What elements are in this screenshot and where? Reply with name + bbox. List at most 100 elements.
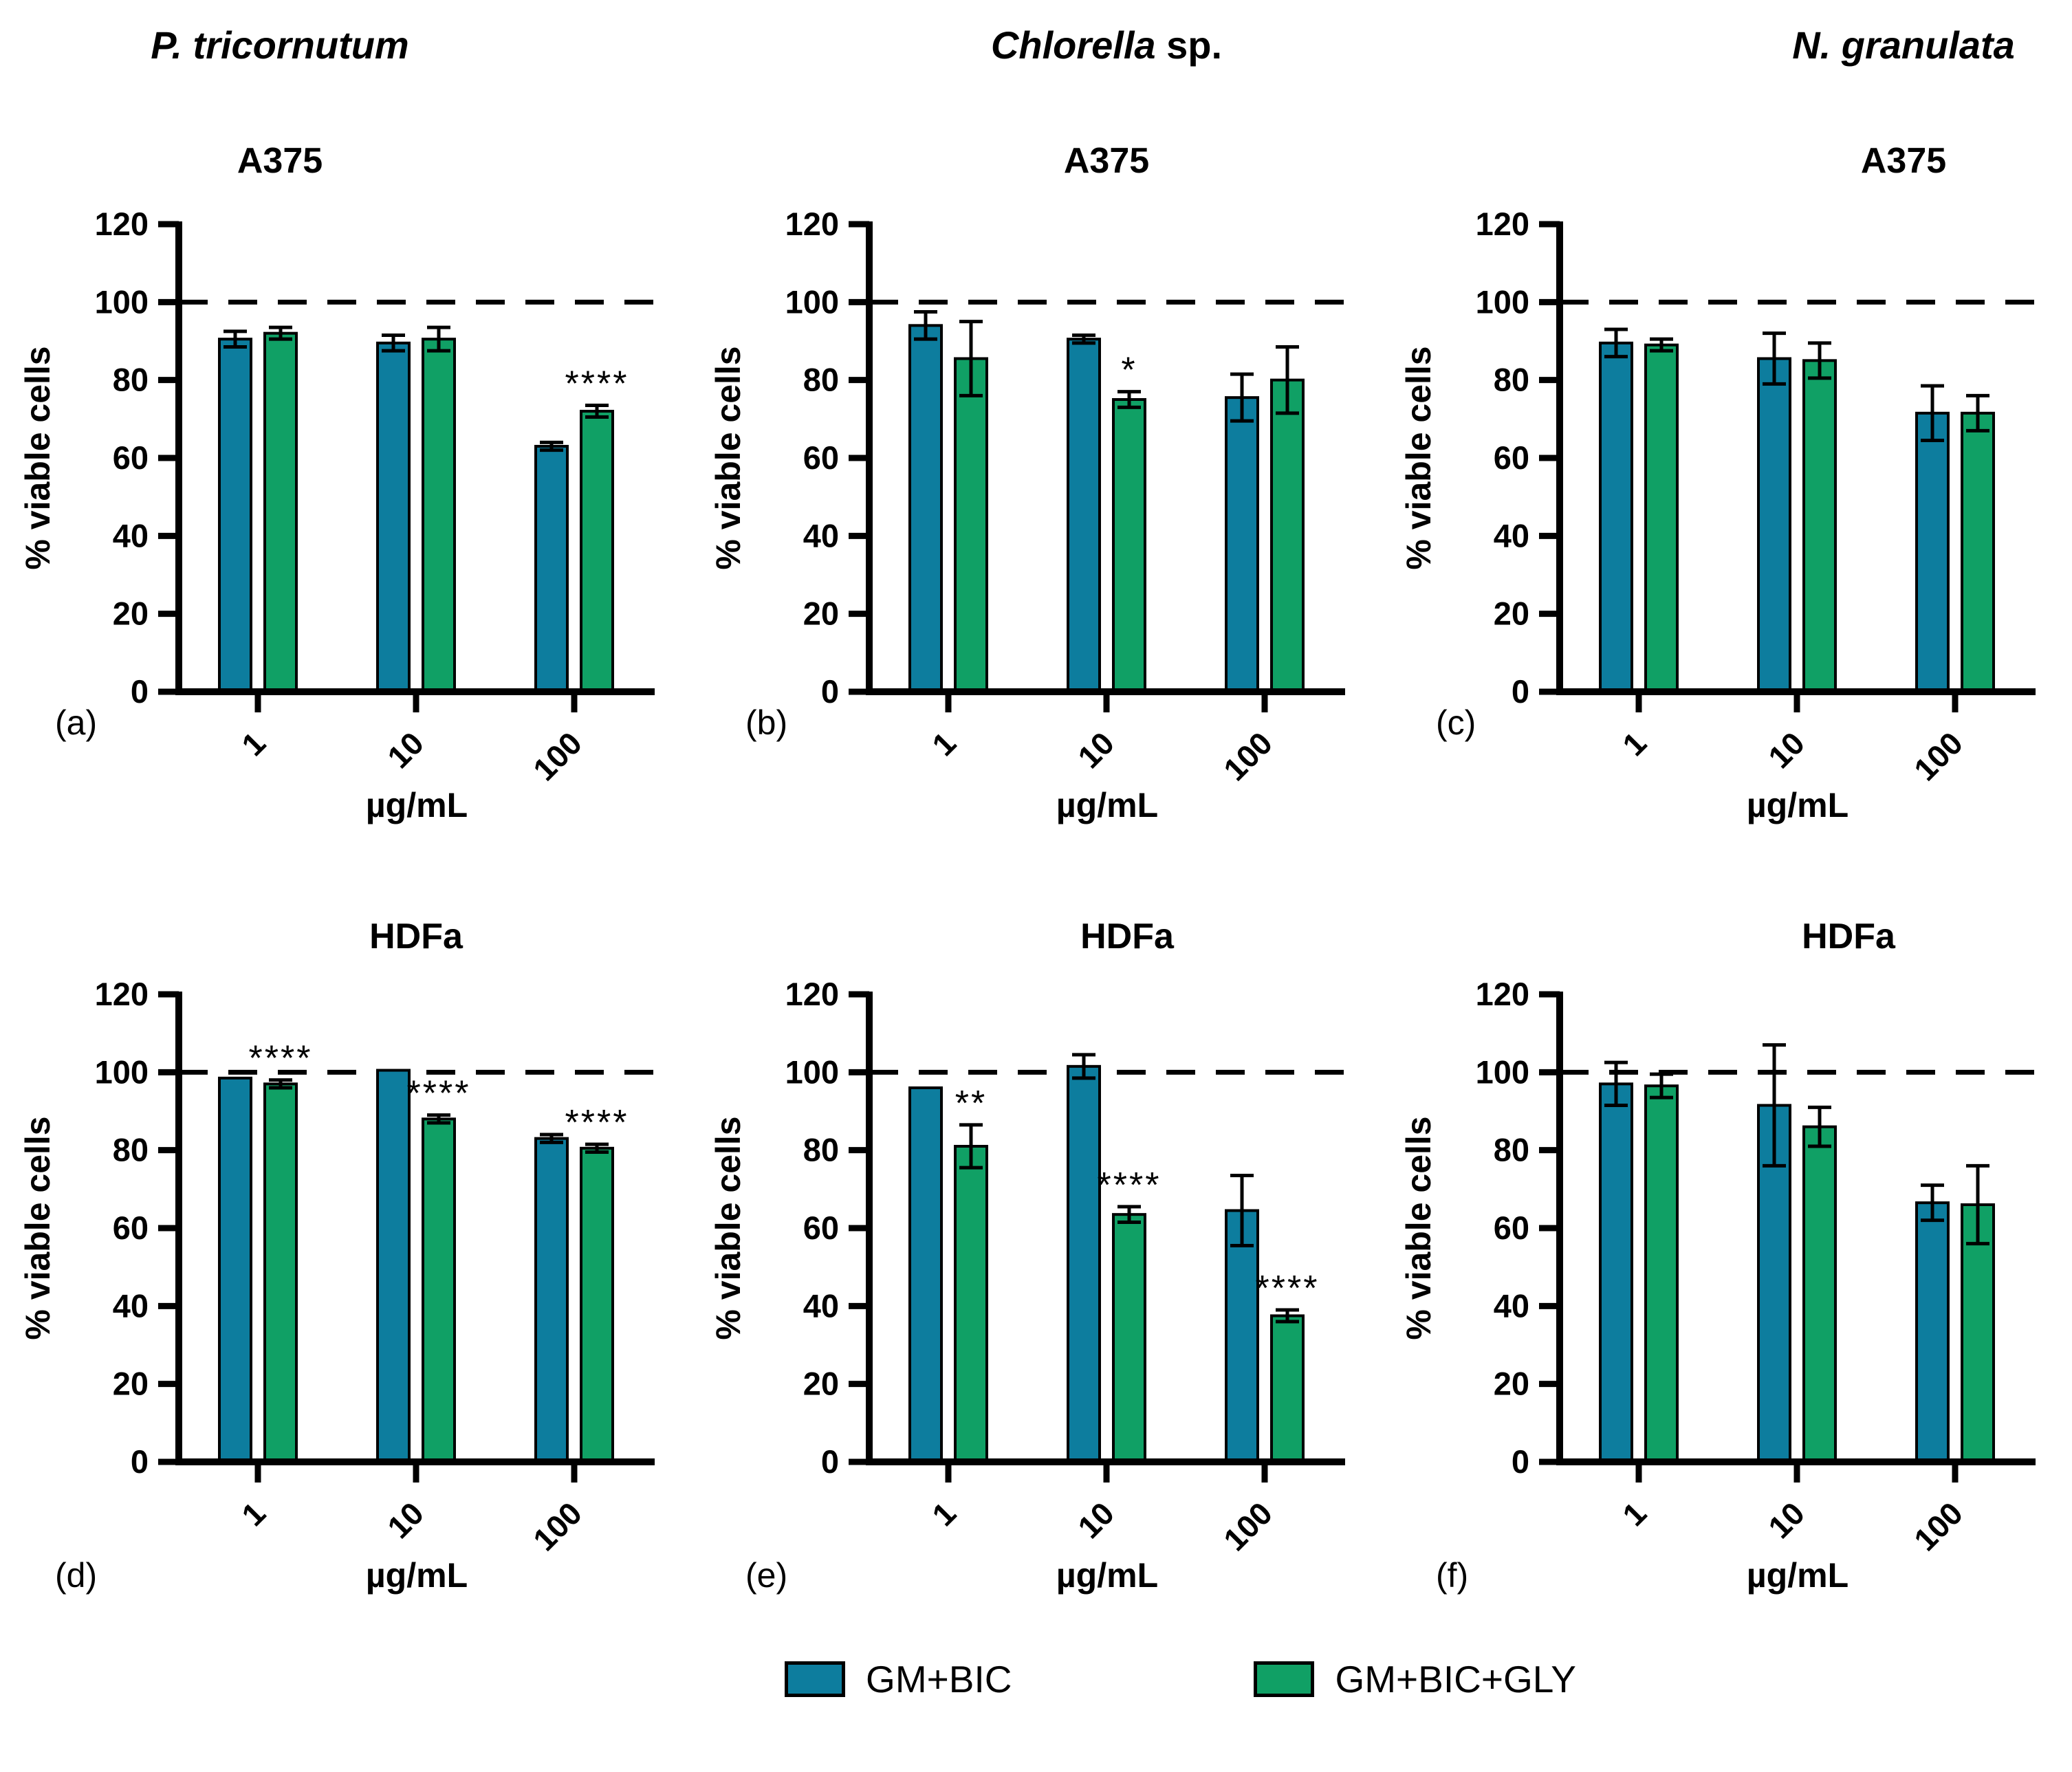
panel-c-chart: 1 10 100 0 20 40 60 80 100 120 % viable cells µg/mL… xyxy=(1399,206,2036,824)
svg-text:0: 0 xyxy=(131,673,149,710)
svg-text:*: * xyxy=(1121,351,1137,391)
svg-text:****: **** xyxy=(1256,1269,1320,1309)
svg-text:40: 40 xyxy=(803,1287,839,1324)
svg-text:****: **** xyxy=(1098,1166,1162,1205)
legend-item-gm-bic-gly: GM+BIC+GLY xyxy=(1254,1657,1576,1701)
svg-text:100: 100 xyxy=(95,1053,149,1090)
svg-text:20: 20 xyxy=(803,1366,839,1402)
svg-text:120: 120 xyxy=(785,206,839,242)
svg-text:40: 40 xyxy=(113,1287,149,1324)
svg-text:**: ** xyxy=(955,1084,987,1124)
svg-text:0: 0 xyxy=(1512,1443,1529,1480)
svg-text:0: 0 xyxy=(1512,673,1529,710)
svg-text:80: 80 xyxy=(113,1132,149,1168)
svg-text:10: 10 xyxy=(380,1495,430,1545)
svg-text:20: 20 xyxy=(113,1366,149,1402)
svg-text:120: 120 xyxy=(785,976,839,1012)
svg-text:100: 100 xyxy=(1476,283,1529,320)
svg-text:1: 1 xyxy=(235,725,272,763)
panel-b-title: A375 xyxy=(1063,141,1150,181)
panel-f-chart: 1 10 100 0 20 40 60 80 100 120 % viable cells µg/mL… xyxy=(1399,976,2036,1595)
svg-text:% viable cells: % viable cells xyxy=(19,1116,57,1339)
svg-text:40: 40 xyxy=(1494,1287,1529,1324)
svg-text:µg/mL: µg/mL xyxy=(1056,786,1158,824)
svg-text:60: 60 xyxy=(113,1210,149,1246)
column-n-granulata: N. granulata A375 1 10 100 0 20 40 60 80 100 120%… xyxy=(1381,18,2071,1613)
column-chlorella: Chlorella sp. A375 1 10 100 * 0 20 40 60 80 100 12… xyxy=(690,18,1381,1613)
svg-text:100: 100 xyxy=(526,725,589,787)
svg-text:1: 1 xyxy=(925,1495,963,1533)
svg-text:0: 0 xyxy=(131,1443,149,1480)
svg-text:80: 80 xyxy=(803,1132,839,1168)
svg-text:µg/mL: µg/mL xyxy=(366,786,468,824)
svg-text:60: 60 xyxy=(1494,439,1529,476)
svg-text:20: 20 xyxy=(1494,1366,1529,1402)
svg-text:0: 0 xyxy=(821,673,839,710)
svg-text:(a): (a) xyxy=(55,703,97,742)
svg-text:% viable cells: % viable cells xyxy=(709,1116,748,1339)
svg-text:µg/mL: µg/mL xyxy=(1747,786,1849,824)
svg-text:10: 10 xyxy=(1761,725,1811,775)
svg-text:80: 80 xyxy=(803,362,839,398)
legend: GM+BIC GM+BIC+GLY xyxy=(144,1657,2072,1701)
svg-text:100: 100 xyxy=(526,1495,589,1557)
svg-text:1: 1 xyxy=(1615,725,1653,763)
svg-text:% viable cells: % viable cells xyxy=(1399,346,1438,569)
svg-text:120: 120 xyxy=(95,206,149,242)
svg-text:60: 60 xyxy=(113,439,149,476)
column-p-tricornutum: P. tricornutum A375 1 10 100 **** 0 20 40 60 80 1… xyxy=(0,18,690,1613)
svg-text:20: 20 xyxy=(803,595,839,632)
panel-c-title: A375 xyxy=(1860,141,1947,181)
panel-f-title: HDFa xyxy=(1802,917,1895,956)
svg-text:20: 20 xyxy=(113,595,149,632)
species-name-italic: Chlorella xyxy=(990,23,1156,67)
svg-text:60: 60 xyxy=(1494,1210,1529,1246)
svg-text:****: **** xyxy=(565,364,629,404)
svg-text:1: 1 xyxy=(235,1495,272,1533)
species-name-italic: N. granulata xyxy=(1792,23,2015,67)
svg-text:100: 100 xyxy=(1217,1495,1279,1557)
svg-text:40: 40 xyxy=(113,517,149,554)
panel-d-chart: 1 10 100 **** **** **** 0 20 40 60 80 100 120 % viabl… xyxy=(19,976,655,1595)
svg-text:80: 80 xyxy=(113,362,149,398)
svg-text:% viable cells: % viable cells xyxy=(1399,1116,1438,1339)
legend-item-gm-bic: GM+BIC xyxy=(785,1657,1012,1701)
svg-text:% viable cells: % viable cells xyxy=(709,346,748,569)
svg-text:µg/mL: µg/mL xyxy=(1056,1556,1158,1595)
svg-text:(f): (f) xyxy=(1436,1556,1468,1595)
panel-e-title: HDFa xyxy=(1080,917,1174,956)
svg-text:µg/mL: µg/mL xyxy=(366,1556,468,1595)
svg-text:40: 40 xyxy=(1494,517,1529,554)
panel-a-chart: 1 10 100 **** 0 20 40 60 80 100 120 % viable cells µ… xyxy=(19,206,655,824)
panel-grid: P. tricornutum A375 1 10 100 **** 0 20 40 60 80 1… xyxy=(0,18,2072,1613)
species-name-italic: P. tricornutum xyxy=(151,23,409,67)
svg-text:10: 10 xyxy=(380,725,430,775)
svg-text:0: 0 xyxy=(821,1443,839,1480)
svg-text:100: 100 xyxy=(1476,1053,1529,1090)
svg-text:40: 40 xyxy=(803,517,839,554)
legend-label: GM+BIC xyxy=(866,1658,1012,1700)
svg-text:10: 10 xyxy=(1761,1495,1811,1545)
svg-text:120: 120 xyxy=(1476,206,1529,242)
svg-text:1: 1 xyxy=(1615,1495,1653,1533)
species-header: Chlorella sp. xyxy=(761,18,1452,99)
svg-text:100: 100 xyxy=(1217,725,1279,787)
svg-text:µg/mL: µg/mL xyxy=(1747,1556,1849,1595)
svg-text:10: 10 xyxy=(1071,1495,1121,1545)
svg-text:****: **** xyxy=(249,1039,313,1079)
panel-d-title: HDFa xyxy=(369,917,463,956)
species-header: N. granulata xyxy=(1558,18,2072,99)
panel-a-title: A375 xyxy=(237,141,323,181)
svg-text:10: 10 xyxy=(1071,725,1121,775)
svg-text:120: 120 xyxy=(1476,976,1529,1012)
svg-text:80: 80 xyxy=(1494,1132,1529,1168)
svg-text:(e): (e) xyxy=(745,1556,787,1595)
gm-bic-gly-swatch xyxy=(1254,1661,1315,1697)
svg-text:100: 100 xyxy=(95,283,149,320)
svg-text:1: 1 xyxy=(925,725,963,763)
svg-text:****: **** xyxy=(565,1103,629,1143)
svg-text:(c): (c) xyxy=(1436,703,1476,742)
svg-text:20: 20 xyxy=(1494,595,1529,632)
